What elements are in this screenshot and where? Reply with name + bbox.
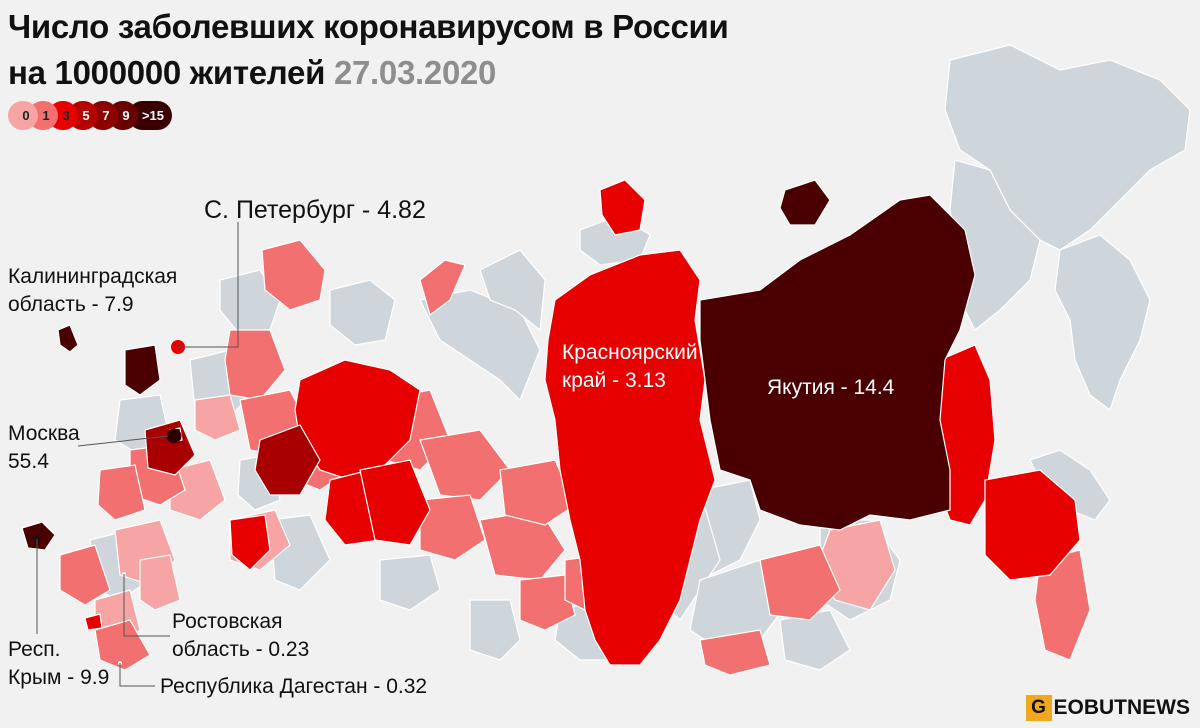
region-yamal: [479, 249, 546, 332]
label-moscow: Москва 55.4: [8, 420, 80, 476]
label-rostov: Ростовская область - 0.23: [172, 608, 309, 664]
region-adygea: [84, 613, 103, 631]
region-crimea: [21, 521, 56, 551]
region-bashkir: [229, 514, 271, 571]
label-kaliningrad: Калининградская область - 7.9: [8, 263, 177, 319]
label-spb: С. Петербург - 4.82: [204, 196, 426, 224]
region-saratov: [169, 459, 226, 521]
region-chukotka: [944, 44, 1191, 251]
dagestan-leader: [119, 663, 155, 687]
region-altai: [469, 599, 521, 661]
region-primorye: [1034, 549, 1091, 661]
legend-chip-15: >15: [128, 101, 172, 130]
region-kaliningrad: [57, 324, 79, 353]
legend-chip-0: 0: [8, 101, 38, 130]
label-krasnoyarsk-line2: край - 3.13: [562, 369, 666, 392]
region-nw-peninsula: [329, 279, 396, 346]
region-center-2: [97, 464, 146, 521]
logo-g-badge: G: [1025, 695, 1052, 721]
color-legend: 0 1 3 5 7 9 >15: [8, 101, 172, 130]
label-moscow-line1: Москва: [8, 422, 80, 445]
region-kalmykia: [139, 554, 181, 611]
label-rostov-line1: Ростовская: [172, 610, 283, 633]
region-south-1: [59, 544, 111, 606]
leader-lines: [36, 222, 239, 687]
label-dagestan: Республика Дагестан - 0.32: [160, 675, 428, 698]
region-amur: [759, 544, 841, 621]
label-rostov-line2: область - 0.23: [172, 638, 310, 661]
map-title: Число заболевших коронавирусом в России …: [8, 4, 729, 96]
region-amur-gray: [779, 609, 851, 671]
region-leningrad-dark: [124, 344, 161, 396]
moscow-marker: [166, 428, 182, 444]
level-5-regions: [144, 419, 321, 496]
title-line-1: Число заболевших коронавирусом в России: [8, 8, 729, 45]
label-crimea-line1: Респ.: [8, 638, 61, 661]
region-tatarstan: [254, 424, 321, 496]
region-karelia: [224, 329, 286, 401]
region-new-siberian-islands: [779, 179, 831, 226]
geobutnews-logo: G EOBUTNEWS: [1025, 694, 1191, 722]
region-yakutia: [699, 194, 976, 531]
region-tomsk: [499, 459, 576, 526]
label-crimea-line2: Крым - 9.9: [8, 666, 110, 689]
level-1-regions: [59, 239, 1091, 676]
label-crimea: Респ. Крым - 9.9: [8, 636, 109, 692]
level-3-regions: [84, 179, 1081, 666]
region-amur-east: [984, 469, 1081, 581]
logo-text: EOBUTNEWS: [1053, 696, 1191, 719]
region-jewish: [699, 629, 771, 676]
region-tambov: [194, 394, 241, 441]
label-kaliningrad-line2: область - 7.9: [8, 293, 134, 316]
spb-leader: [178, 222, 239, 348]
label-krasnoyarsk-line1: Красноярский: [562, 341, 698, 364]
title-line-2: на 1000000 жителей 27.03.2020: [8, 50, 728, 96]
region-krasnoyarsk: [544, 249, 716, 666]
moscow-leader: [77, 435, 169, 447]
title-subtitle: на 1000000 жителей: [8, 54, 326, 91]
region-taimyr-island: [599, 179, 646, 236]
region-kemerovo: [519, 574, 576, 631]
region-moscow-oblast: [144, 419, 196, 476]
label-moscow-line2: 55.4: [8, 450, 49, 473]
region-north-east: [419, 289, 541, 402]
rostov-leader: [123, 574, 170, 637]
region-kurgan-gray: [379, 554, 441, 611]
title-date: 27.03.2020: [333, 54, 497, 91]
region-kamchatka: [1054, 234, 1151, 411]
region-khanty: [419, 429, 511, 501]
region-novaya-zemlya: [419, 259, 466, 317]
label-yakutia: Якутия - 14.4: [767, 376, 895, 399]
level-15-regions: [21, 179, 976, 551]
label-krasnoyarsk: Красноярский край - 3.13: [562, 339, 698, 395]
label-kaliningrad-line1: Калининградская: [8, 265, 178, 288]
region-omsk: [419, 494, 486, 561]
region-murmansk: [261, 239, 326, 311]
region-sverdlovsk: [359, 459, 431, 546]
